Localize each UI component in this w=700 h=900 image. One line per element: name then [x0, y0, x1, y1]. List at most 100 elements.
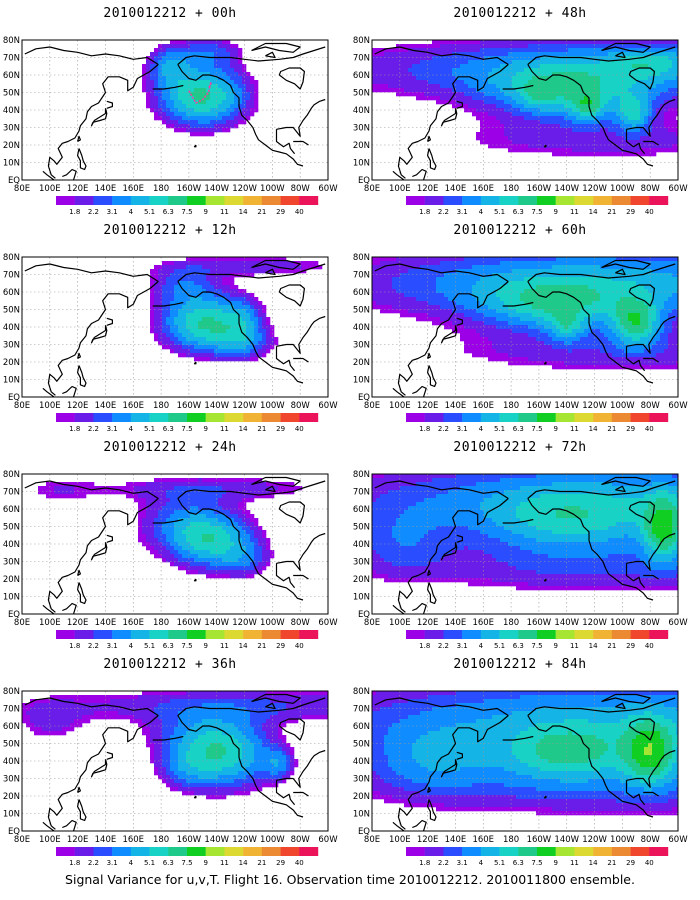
- colorbar-swatch: [112, 413, 132, 422]
- colorbar-label: 11: [570, 642, 579, 650]
- colorbar-label: 29: [626, 208, 635, 216]
- lon-tick-label: 100E: [39, 835, 61, 845]
- lat-tick-label: 70N: [3, 271, 20, 281]
- colorbar-label: 9: [553, 642, 557, 650]
- map-frame: [371, 690, 679, 832]
- lat-tick-label: 10N: [3, 810, 20, 820]
- colorbar-swatch: [243, 630, 263, 639]
- lon-tick-label: 180: [153, 835, 169, 845]
- colorbar-label: 3.1: [107, 859, 118, 867]
- lon-tick-label: 160E: [122, 401, 144, 411]
- map-panel-48h: 2010012212 + 48h 80E 100E 120E 140E 160E 180 16…: [350, 0, 700, 222]
- colorbar-swatch: [187, 847, 206, 856]
- lon-tick-label: 160W: [527, 618, 552, 628]
- lon-tick-label: 80E: [14, 184, 30, 194]
- lat-tick-label: 60N: [353, 288, 370, 298]
- colorbar-label: 11: [220, 859, 229, 867]
- map-plot: 80E 100E 120E 140E 160E 180 160W 140W 120W 100W 80…: [353, 253, 688, 411]
- colorbar-swatch: [518, 413, 538, 422]
- map-frame: [21, 39, 329, 181]
- panel-title: 2010012212 + 36h: [103, 657, 237, 672]
- lat-tick-label: EQ: [8, 610, 20, 620]
- lat-tick-label: 70N: [353, 705, 370, 715]
- colorbar-swatch: [74, 413, 94, 422]
- colorbar-label: 21: [607, 208, 616, 216]
- lat-tick-label: EQ: [358, 827, 370, 837]
- lat-tick-label: 40N: [353, 323, 370, 333]
- colorbar-swatch: [74, 630, 94, 639]
- colorbar-swatch: [149, 413, 169, 422]
- colorbar-swatch: [555, 196, 575, 205]
- colorbar-swatch: [630, 630, 650, 639]
- variance-field: [142, 40, 259, 137]
- colorbar-label: 2.2: [438, 208, 449, 216]
- lat-tick-label: 10N: [3, 376, 20, 386]
- coastlines: [374, 476, 678, 614]
- colorbar-label: 4: [129, 425, 134, 433]
- colorbar-label: 11: [220, 642, 229, 650]
- lon-tick-label: 120W: [582, 401, 607, 411]
- map-panel-84h: 2010012212 + 84h 80E 100E 120E 140E 160E 180 16…: [350, 651, 700, 873]
- lon-tick-label: 160E: [122, 184, 144, 194]
- colorbar-label: 4: [129, 208, 134, 216]
- lat-tick-label: 20N: [3, 575, 20, 585]
- colorbar-label: 9: [203, 208, 207, 216]
- lon-tick-label: 160E: [122, 618, 144, 628]
- lat-tick-label: 50N: [3, 740, 20, 750]
- colorbar-swatch: [299, 847, 319, 856]
- lon-tick-label: 80W: [291, 401, 311, 411]
- colorbar-swatch: [56, 413, 75, 422]
- lat-tick-label: 30N: [3, 124, 20, 134]
- colorbar-swatch: [424, 413, 444, 422]
- lon-tick-label: 120E: [417, 835, 439, 845]
- map-panel-72h: 2010012212 + 72h 80E 100E 120E 140E 160E 180 16…: [350, 434, 700, 656]
- colorbar-swatch: [112, 196, 132, 205]
- colorbar-swatch: [280, 630, 300, 639]
- panel-title: 2010012212 + 72h: [453, 440, 587, 455]
- lat-tick-label: 40N: [3, 323, 20, 333]
- colorbar-label: 14: [589, 642, 598, 650]
- colorbar-swatch: [555, 847, 575, 856]
- colorbar-label: 40: [295, 208, 304, 216]
- colorbar-swatch: [205, 196, 225, 205]
- colorbar-swatch: [224, 630, 244, 639]
- colorbar-swatch: [499, 196, 519, 205]
- colorbar-swatch: [424, 847, 444, 856]
- lat-tick-label: 50N: [353, 306, 370, 316]
- colorbar-label: 21: [607, 859, 616, 867]
- lon-tick-label: 120E: [417, 401, 439, 411]
- colorbar-swatch: [537, 847, 556, 856]
- lon-tick-label: 60W: [668, 184, 688, 194]
- lon-tick-label: 60W: [318, 401, 338, 411]
- map-panel-60h: 2010012212 + 60h 80E 100E 120E 140E 160E 180 16…: [350, 217, 700, 439]
- lat-tick-label: 30N: [353, 341, 370, 351]
- colorbar-label: 2.2: [438, 425, 449, 433]
- lon-tick-label: 100W: [260, 835, 285, 845]
- colorbar-label: 3.1: [107, 642, 118, 650]
- lon-tick-label: 100E: [389, 184, 411, 194]
- lon-tick-label: 140E: [95, 835, 117, 845]
- lon-tick-label: 80W: [291, 184, 311, 194]
- colorbar-label: 29: [276, 208, 285, 216]
- colorbar-swatch: [56, 196, 75, 205]
- lon-tick-label: 100W: [610, 401, 635, 411]
- colorbar-swatch: [168, 413, 188, 422]
- lon-tick-label: 80E: [364, 401, 380, 411]
- colorbar-label: 9: [553, 425, 557, 433]
- lat-tick-label: 30N: [353, 775, 370, 785]
- colorbar-label: 2.2: [88, 642, 99, 650]
- colorbar-label: 21: [607, 642, 616, 650]
- lat-tick-label: 20N: [353, 141, 370, 151]
- lon-tick-label: 80E: [14, 401, 30, 411]
- map-plot: 80E 100E 120E 140E 160E 180 160W 140W 120W 100W 80…: [3, 687, 338, 845]
- colorbar-swatch: [611, 196, 631, 205]
- colorbar-swatch: [537, 196, 556, 205]
- lon-tick-label: 180: [503, 184, 519, 194]
- colorbar-swatch: [611, 630, 631, 639]
- lon-tick-label: 140E: [95, 401, 117, 411]
- colorbar-label: 1.8: [69, 642, 80, 650]
- lon-tick-label: 80W: [641, 401, 661, 411]
- lon-tick-label: 120W: [232, 184, 257, 194]
- lon-tick-label: 160E: [122, 835, 144, 845]
- coastlines: [24, 476, 328, 614]
